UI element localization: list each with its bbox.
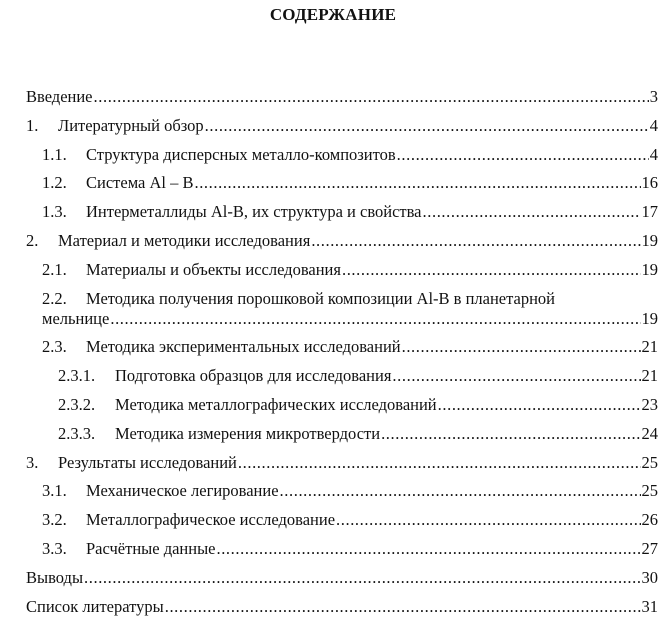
- toc-entry[interactable]: 2.3.3. Методика измерения микротвердости 2…: [26, 423, 658, 452]
- entry-page: 21: [641, 337, 659, 357]
- entry-page: 4: [649, 144, 658, 164]
- entry-title: Интерметаллиды Al-B, их структура и свой…: [86, 202, 422, 222]
- toc-entry[interactable]: 3.3. Расчётные данные 27: [26, 538, 658, 567]
- entry-number: 1.3.: [42, 202, 67, 222]
- entry-number: 1.2.: [42, 173, 67, 193]
- entry-page: 31: [641, 596, 659, 616]
- entry-title: Литературный обзор: [58, 115, 204, 135]
- entry-page: 25: [641, 481, 659, 501]
- dot-leader: [194, 172, 640, 194]
- dot-leader: [311, 230, 640, 252]
- toc-entry[interactable]: 1.1. Структура дисперсных металло-компози…: [26, 144, 658, 173]
- entry-title: Металлографическое исследование: [86, 510, 336, 530]
- entry-number: 2.1.: [42, 259, 67, 279]
- entry-page: 19: [641, 230, 659, 250]
- toc-entry[interactable]: Список литературы 31: [26, 596, 658, 625]
- toc-entry[interactable]: 2.3.2. Методика металлографических исслед…: [26, 394, 658, 423]
- entry-title: Расчётные данные: [86, 538, 216, 558]
- entry-title: Введение: [26, 87, 93, 106]
- entry-title: Методика металлографических исследований: [115, 394, 437, 414]
- toc-entry[interactable]: Введение 3: [26, 86, 658, 115]
- entry-title: Выводы: [26, 567, 84, 587]
- entry-number: 2.: [26, 230, 39, 250]
- entry-number: 3.: [26, 452, 39, 472]
- entry-page: 19: [641, 259, 659, 279]
- entry-title: Методика получения порошковой композиции…: [86, 288, 556, 308]
- toc-entry[interactable]: 1. Литературный обзор 4: [26, 115, 658, 144]
- toc-entry[interactable]: 1.3. Интерметаллиды Al-B, их структура и …: [26, 201, 658, 230]
- entry-page: 25: [641, 452, 659, 472]
- dot-leader: [238, 452, 641, 474]
- entry-page: 4: [649, 115, 658, 135]
- entry-title: Материалы и объекты исследования: [86, 259, 341, 279]
- entry-number: 3.3.: [42, 538, 67, 558]
- entry-title: Материал и методики исследования: [58, 230, 311, 250]
- toc-entry[interactable]: 1.2. Система Al – B 16: [26, 172, 658, 201]
- entry-title: Структура дисперсных металло-композитов: [86, 144, 396, 164]
- toc-entry[interactable]: 2. Материал и методики исследования 19: [26, 230, 658, 259]
- dot-leader: [402, 336, 641, 358]
- entry-page: 16: [641, 173, 659, 193]
- entry-number: 2.3.: [42, 337, 67, 357]
- entry-page: 30: [641, 567, 659, 587]
- dot-leader: [438, 394, 641, 416]
- toc-entry[interactable]: Выводы 30: [26, 567, 658, 596]
- dot-leader: [94, 86, 649, 108]
- toc-entry[interactable]: 2.1. Материалы и объекты исследования 19: [26, 259, 658, 288]
- entry-number: 3.1.: [42, 481, 67, 501]
- entry-title: Система Al – B: [86, 173, 194, 193]
- dot-leader: [205, 115, 649, 137]
- entry-page: 19: [641, 308, 659, 328]
- dot-leader: [423, 201, 641, 223]
- entry-title: Методика измерения микротвердости: [115, 423, 381, 443]
- entry-page: 24: [641, 423, 659, 443]
- toc-entry-continuation[interactable]: мельнице 19: [26, 308, 658, 337]
- dot-leader: [165, 596, 641, 618]
- entry-page: 26: [641, 510, 659, 530]
- entry-number: 3.2.: [42, 510, 67, 530]
- table-of-contents: Введение 3 1. Литературный обзор 4 1.1. Структ…: [26, 86, 658, 624]
- entry-page: 21: [641, 366, 659, 386]
- page-title: СОДЕРЖАНИЕ: [269, 5, 397, 24]
- dot-leader: [342, 259, 641, 281]
- entry-number: 2.3.3.: [58, 423, 96, 443]
- entry-title: Подготовка образцов для исследования: [115, 366, 392, 386]
- entry-title: Методика экспериментальных исследований: [86, 337, 401, 357]
- dot-leader: [84, 567, 640, 589]
- toc-entry[interactable]: 3. Результаты исследований 25: [26, 452, 658, 481]
- entry-title: Список литературы: [26, 596, 164, 616]
- toc-entry[interactable]: 3.2. Металлографическое исследование 26: [26, 509, 658, 538]
- dot-leader: [336, 509, 640, 531]
- entry-title: Механическое легирование: [86, 481, 279, 501]
- entry-number: 2.3.2.: [58, 394, 96, 414]
- entry-number: 2.2.: [42, 288, 67, 308]
- toc-entry[interactable]: 2.3.1. Подготовка образцов для исследован…: [26, 365, 658, 394]
- dot-leader: [392, 365, 640, 387]
- entry-page: 23: [641, 394, 659, 414]
- entry-page: 27: [641, 538, 659, 558]
- toc-entry[interactable]: 3.1. Механическое легирование 25: [26, 480, 658, 509]
- toc-entry[interactable]: 2.2. Методика получения порошковой композ…: [26, 288, 658, 308]
- entry-page: 17: [641, 202, 659, 222]
- entry-number: 1.1.: [42, 144, 67, 164]
- dot-leader: [397, 144, 649, 166]
- dot-leader: [110, 308, 640, 330]
- dot-leader: [381, 423, 640, 445]
- dot-leader: [280, 480, 641, 502]
- entry-title-continuation: мельнице: [42, 308, 110, 328]
- entry-number: 2.3.1.: [58, 366, 96, 386]
- entry-page: 3: [649, 87, 658, 106]
- entry-title: Результаты исследований: [58, 452, 237, 472]
- dot-leader: [216, 538, 640, 560]
- entry-number: 1.: [26, 115, 39, 135]
- toc-entry[interactable]: 2.3. Методика экспериментальных исследова…: [26, 336, 658, 365]
